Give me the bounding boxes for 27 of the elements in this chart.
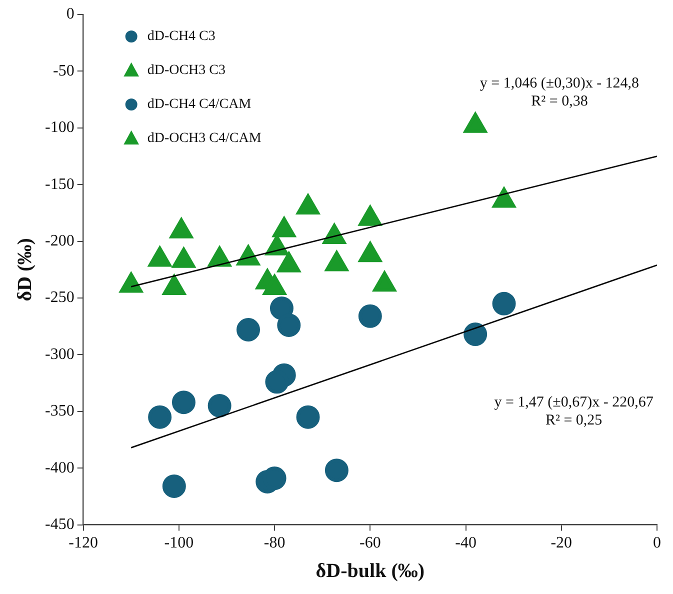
y-tick-label: -150 bbox=[45, 176, 74, 193]
legend-label: dD-CH4 C4/CAM bbox=[147, 97, 252, 112]
annotation: R² = 0,38 bbox=[531, 93, 588, 110]
x-tick-label: -40 bbox=[455, 534, 476, 552]
annotation: y = 1,47 (±0,67)x - 220,67 bbox=[494, 394, 654, 410]
y-tick-label: -200 bbox=[45, 232, 74, 250]
y-tick-label: -400 bbox=[45, 459, 74, 476]
x-tick-label: -80 bbox=[264, 534, 286, 552]
y-tick-label: -50 bbox=[53, 62, 74, 80]
y-tick-label: -350 bbox=[45, 402, 74, 420]
y-tick-label: -300 bbox=[45, 346, 74, 363]
x-tick-label: 0 bbox=[653, 534, 661, 552]
annotation: R² = 0,25 bbox=[545, 412, 602, 428]
y-tick-label: -250 bbox=[45, 289, 74, 306]
y-tick-label: -450 bbox=[45, 516, 74, 534]
legend-label: dD-CH4 C3 bbox=[147, 29, 216, 44]
x-tick-label: -60 bbox=[360, 534, 381, 552]
y-axis-title: δD (‰) bbox=[14, 238, 36, 302]
y-tick-label: -100 bbox=[45, 119, 74, 136]
legend-label: dD-OCH3 C3 bbox=[147, 63, 226, 78]
x-axis-title: δD-bulk (‰) bbox=[316, 560, 425, 582]
y-tick-label: 0 bbox=[66, 6, 74, 23]
x-tick-label: -20 bbox=[550, 534, 572, 552]
x-tick-label: -120 bbox=[68, 534, 98, 552]
legend-label: dD-OCH3 C4/CAM bbox=[147, 131, 262, 146]
x-tick-label: -100 bbox=[164, 534, 194, 552]
annotation: y = 1,046 (±0,30)x - 124,8 bbox=[480, 75, 640, 92]
